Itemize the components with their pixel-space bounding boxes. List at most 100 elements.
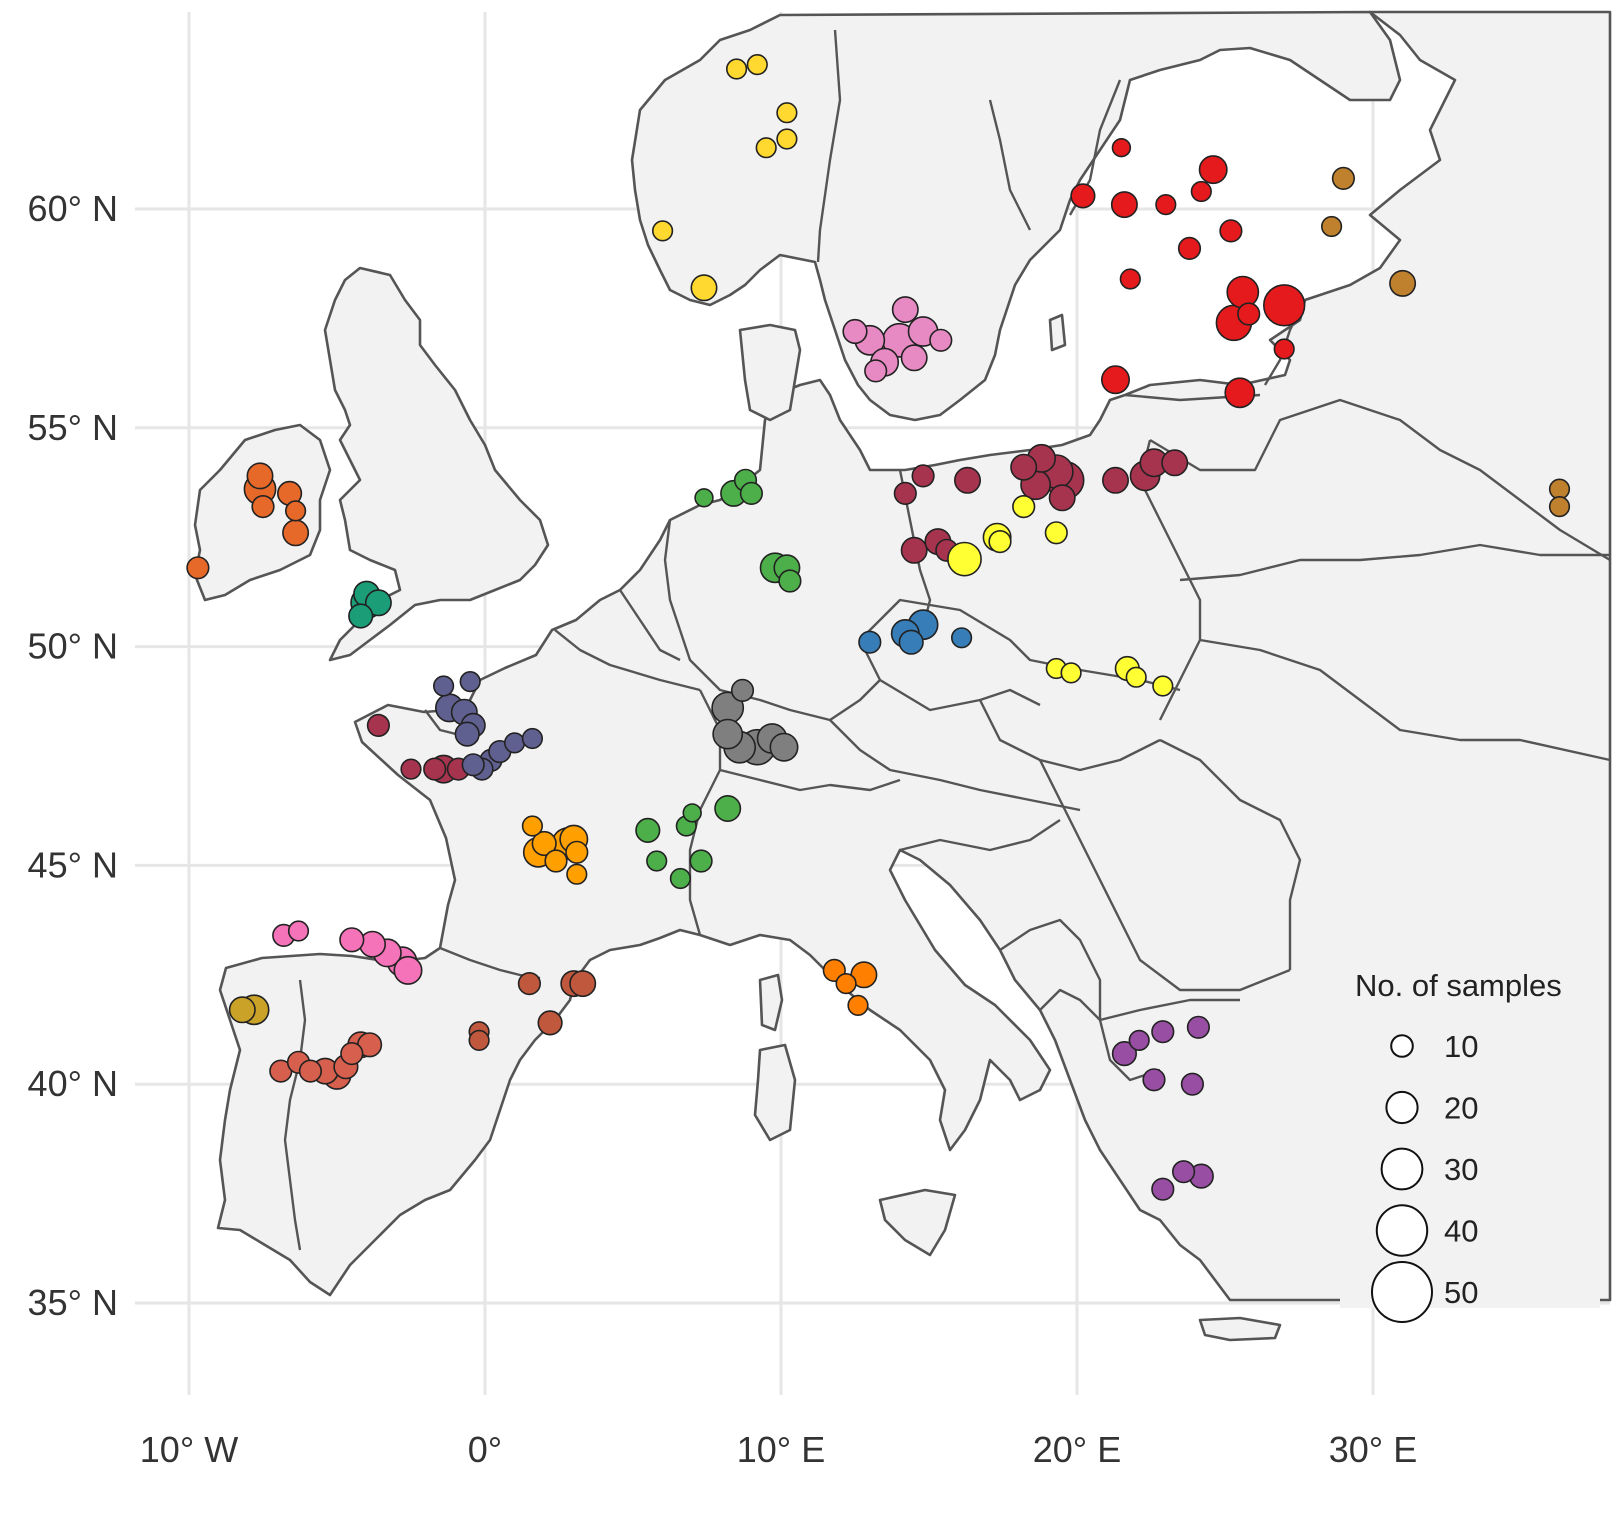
sample-point <box>1111 138 1132 158</box>
legend-size-circle <box>1375 1204 1429 1257</box>
sample-point <box>1237 302 1261 326</box>
sample-point <box>287 920 310 942</box>
crete <box>1198 1316 1282 1342</box>
sample-point <box>755 137 777 159</box>
sample-point <box>712 718 744 750</box>
lat-tick-label: 40° N <box>28 1063 118 1104</box>
sample-point <box>537 1010 563 1036</box>
sample-point <box>340 1041 364 1066</box>
sample-point <box>1152 675 1174 697</box>
sample-point <box>565 840 589 864</box>
sample-point <box>400 758 422 780</box>
sample-point <box>1125 666 1147 688</box>
lon-tick-label: 0° <box>468 1429 502 1470</box>
sample-point <box>1128 1029 1150 1051</box>
sample-point <box>358 930 386 958</box>
sample-point <box>690 274 718 302</box>
sample-point <box>1273 338 1295 360</box>
sample-point <box>1151 1020 1175 1044</box>
sample-point <box>1070 183 1096 209</box>
sample-point <box>988 529 1012 554</box>
sample-point <box>1548 478 1571 500</box>
sample-point <box>1142 1068 1166 1092</box>
sample-point <box>835 972 857 995</box>
sample-point <box>714 794 742 822</box>
sample-point <box>423 757 447 781</box>
sample-point <box>646 850 668 872</box>
legend: No. of samples 10 20 30 40 50 <box>1340 968 1600 1323</box>
sample-point <box>569 970 597 998</box>
sample-point <box>730 678 755 703</box>
legend-title: No. of samples <box>1355 968 1562 1003</box>
lat-tick-label: 60° N <box>28 188 118 229</box>
sample-point <box>521 727 544 750</box>
lon-tick-label: 20° E <box>1033 1429 1121 1470</box>
sample-point <box>864 359 888 383</box>
latitude-labels: 35° N 40° N 45° N 50° N 55° N 60° N <box>28 188 118 1323</box>
sample-point <box>1044 521 1068 545</box>
sample-point <box>689 849 713 873</box>
sample-point <box>1186 1015 1210 1039</box>
sample-point <box>739 481 764 506</box>
sample-point <box>898 629 924 655</box>
sample-point <box>566 863 588 885</box>
legend-size-label: 10 <box>1444 1029 1478 1064</box>
legend-background <box>1340 968 1600 1308</box>
sample-point <box>521 815 544 837</box>
longitude-labels: 10° W 0° 10° E 20° E 30° E <box>140 1429 1417 1470</box>
sample-point <box>1224 377 1256 409</box>
sample-point <box>1180 1072 1204 1096</box>
sample-point <box>1198 155 1228 185</box>
sample-point <box>461 753 485 777</box>
legend-size-circle <box>1385 1090 1419 1125</box>
sample-point <box>1177 236 1202 260</box>
sample-point <box>1226 275 1260 309</box>
sample-point <box>1111 1040 1137 1067</box>
sample-point <box>893 481 917 506</box>
sample-point <box>847 994 869 1017</box>
sample-point <box>186 556 210 580</box>
scandinavia <box>630 10 1402 422</box>
sample-point <box>1012 495 1036 519</box>
sample-point <box>1331 166 1355 190</box>
sample-point <box>1110 191 1138 219</box>
sample-point <box>1320 215 1343 238</box>
sample-point <box>953 466 981 494</box>
sample-point <box>776 128 798 150</box>
jutland <box>738 323 802 422</box>
sample-point <box>746 53 768 76</box>
sample-point <box>1048 484 1076 512</box>
sample-point <box>251 495 275 519</box>
sample-point <box>694 488 714 508</box>
sample-point <box>1190 180 1212 203</box>
sample-point <box>778 569 802 593</box>
sample-point <box>669 867 692 890</box>
lat-tick-label: 45° N <box>28 844 118 885</box>
sample-point <box>468 1029 490 1051</box>
sample-point <box>891 296 919 324</box>
sample-point <box>950 627 973 649</box>
sample-point <box>900 344 928 372</box>
sample-point <box>246 462 274 490</box>
sample-point <box>776 102 798 124</box>
legend-size-circle <box>1380 1147 1424 1191</box>
lat-tick-label: 50° N <box>28 626 118 667</box>
sicily <box>878 1188 957 1257</box>
sample-point <box>911 464 935 488</box>
legend-size-label: 50 <box>1444 1275 1478 1310</box>
sample-point <box>503 732 526 754</box>
sample-point <box>769 732 799 762</box>
sample-point <box>635 817 661 844</box>
sample-point <box>900 536 928 564</box>
corsica <box>758 973 784 1032</box>
sample-point <box>651 220 674 242</box>
great-britain <box>323 266 550 662</box>
sample-point <box>1262 284 1306 327</box>
lat-tick-label: 55° N <box>28 407 118 448</box>
lat-tick-label: 35° N <box>28 1282 118 1323</box>
sardinia <box>753 1043 797 1142</box>
sample-point <box>1161 449 1189 477</box>
gotland <box>1048 313 1067 352</box>
sample-point <box>947 541 982 577</box>
